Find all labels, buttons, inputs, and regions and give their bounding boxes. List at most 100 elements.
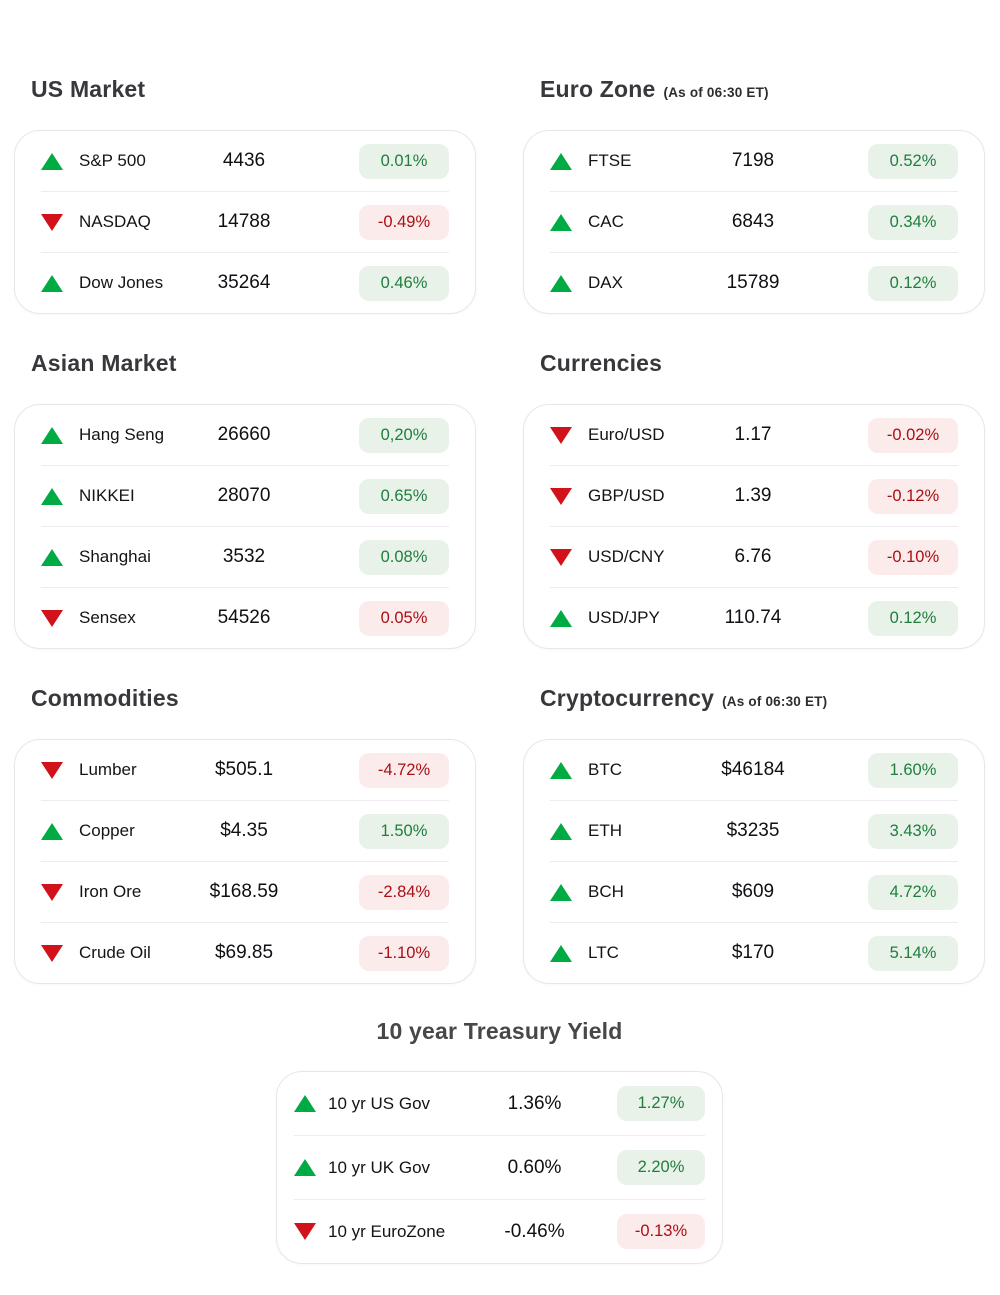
instrument-value: 4436: [222, 150, 266, 171]
market-row: DAX 15789 0.12%: [524, 253, 984, 313]
instrument-value: 110.74: [724, 607, 782, 628]
section-header: Euro Zone (As of 06:30 ET): [540, 76, 985, 103]
instrument-value: $609: [731, 881, 775, 902]
change-badge: 0.12%: [868, 600, 958, 636]
market-row: ETH $3235 3.43%: [524, 801, 984, 861]
instrument-value: 0.60%: [507, 1156, 562, 1178]
row-divider: [550, 191, 958, 192]
section-us-market: US Market S&P 500 4436 0.01% NASDAQ 1478…: [14, 76, 476, 314]
market-row: BCH $609 4.72%: [524, 862, 984, 922]
row-divider: [550, 465, 958, 466]
market-row: Lumber $505.1 -4.72%: [15, 740, 475, 800]
trend-down-icon: [41, 609, 63, 627]
change-badge: 0.52%: [868, 143, 958, 179]
instrument-value: 1.39: [734, 485, 772, 506]
instrument-value: $46184: [721, 759, 785, 780]
row-divider: [550, 587, 958, 588]
market-row: Shanghai 3532 0.08%: [15, 527, 475, 587]
instrument-value: -0.46%: [504, 1220, 565, 1242]
change-badge: 4.72%: [868, 874, 958, 910]
trend-up-icon: [550, 152, 572, 170]
row-divider: [41, 465, 449, 466]
change-badge: 2.20%: [617, 1150, 705, 1185]
trend-up-icon: [41, 822, 63, 840]
row-divider: [550, 526, 958, 527]
instrument-label: Iron Ore: [79, 882, 142, 901]
instrument-value: $4.35: [220, 820, 268, 841]
row-divider: [41, 587, 449, 588]
instrument-label: NIKKEI: [79, 486, 135, 505]
instrument-label: Euro/USD: [588, 425, 665, 444]
instrument-label: LTC: [588, 943, 619, 962]
section-header: Cryptocurrency (As of 06:30 ET): [540, 685, 985, 712]
trend-down-icon: [550, 548, 572, 566]
change-badge: 0.46%: [359, 265, 449, 301]
instrument-label: BTC: [588, 760, 622, 779]
instrument-value: 54526: [217, 607, 271, 628]
section-header: Currencies: [540, 350, 985, 377]
market-card: FTSE 7198 0.52% CAC 6843 0.34% DAX 15789…: [523, 130, 985, 314]
section-cryptocurrency: Cryptocurrency (As of 06:30 ET) BTC $461…: [523, 685, 985, 984]
instrument-value: $170: [731, 942, 775, 963]
market-card: Hang Seng 26660 0,20% NIKKEI 28070 0.65%…: [14, 404, 476, 649]
section-header: 10 year Treasury Yield: [276, 1018, 723, 1045]
section-currencies: Currencies Euro/USD 1.17 -0.02% GBP/USD …: [523, 350, 985, 649]
trend-up-icon: [294, 1159, 316, 1176]
row-divider: [41, 526, 449, 527]
instrument-label: USD/CNY: [588, 547, 665, 566]
change-badge: 1.50%: [359, 813, 449, 849]
trend-down-icon: [41, 761, 63, 779]
instrument-label: 10 yr EuroZone: [328, 1221, 446, 1241]
instrument-label: Dow Jones: [79, 273, 164, 292]
row-divider: [294, 1135, 705, 1136]
section-header: Asian Market: [31, 350, 476, 377]
market-row: Hang Seng 26660 0,20%: [15, 405, 475, 465]
instrument-label: DAX: [588, 273, 623, 292]
as-of-note: (As of 06:30 ET): [663, 85, 769, 100]
trend-up-icon: [41, 426, 63, 444]
section-euro-zone: Euro Zone (As of 06:30 ET) FTSE 7198 0.5…: [523, 76, 985, 314]
trend-up-icon: [550, 822, 572, 840]
instrument-value: 28070: [217, 485, 271, 506]
change-badge: 0.08%: [359, 539, 449, 575]
trend-up-icon: [41, 487, 63, 505]
section-treasury-yield: 10 year Treasury Yield 10 yr US Gov 1.36…: [276, 1018, 723, 1264]
trend-up-icon: [41, 274, 63, 292]
market-row: 10 yr EuroZone -0.46% -0.13%: [277, 1200, 722, 1263]
trend-up-icon: [550, 213, 572, 231]
market-row: Dow Jones 35264 0.46%: [15, 253, 475, 313]
row-divider: [41, 191, 449, 192]
change-badge: 1.27%: [617, 1086, 705, 1121]
instrument-label: BCH: [588, 882, 624, 901]
instrument-value: $69.85: [214, 942, 274, 963]
change-badge: -2.84%: [359, 874, 449, 910]
trend-up-icon: [550, 274, 572, 292]
instrument-value: 1.17: [734, 424, 772, 445]
row-divider: [550, 252, 958, 253]
trend-up-icon: [550, 761, 572, 779]
section-title: Currencies: [540, 350, 663, 376]
market-row: Euro/USD 1.17 -0.02%: [524, 405, 984, 465]
change-badge: -4.72%: [359, 752, 449, 788]
change-badge: -0.49%: [359, 204, 449, 240]
trend-up-icon: [294, 1095, 316, 1112]
instrument-label: ETH: [588, 821, 622, 840]
row-divider: [550, 861, 958, 862]
instrument-value: $168.59: [209, 881, 279, 902]
instrument-value: 14788: [217, 211, 271, 232]
row-divider: [41, 252, 449, 253]
change-badge: 0.05%: [359, 600, 449, 636]
trend-up-icon: [41, 152, 63, 170]
instrument-value: 7198: [731, 150, 775, 171]
section-title: Commodities: [31, 685, 179, 711]
market-row: Crude Oil $69.85 -1.10%: [15, 923, 475, 983]
trend-up-icon: [550, 883, 572, 901]
change-badge: -0.13%: [617, 1214, 705, 1249]
instrument-label: Hang Seng: [79, 425, 165, 444]
market-row: GBP/USD 1.39 -0.12%: [524, 466, 984, 526]
instrument-label: Lumber: [79, 760, 137, 779]
section-title: Cryptocurrency: [540, 685, 715, 711]
market-row: NIKKEI 28070 0.65%: [15, 466, 475, 526]
market-row: LTC $170 5.14%: [524, 923, 984, 983]
